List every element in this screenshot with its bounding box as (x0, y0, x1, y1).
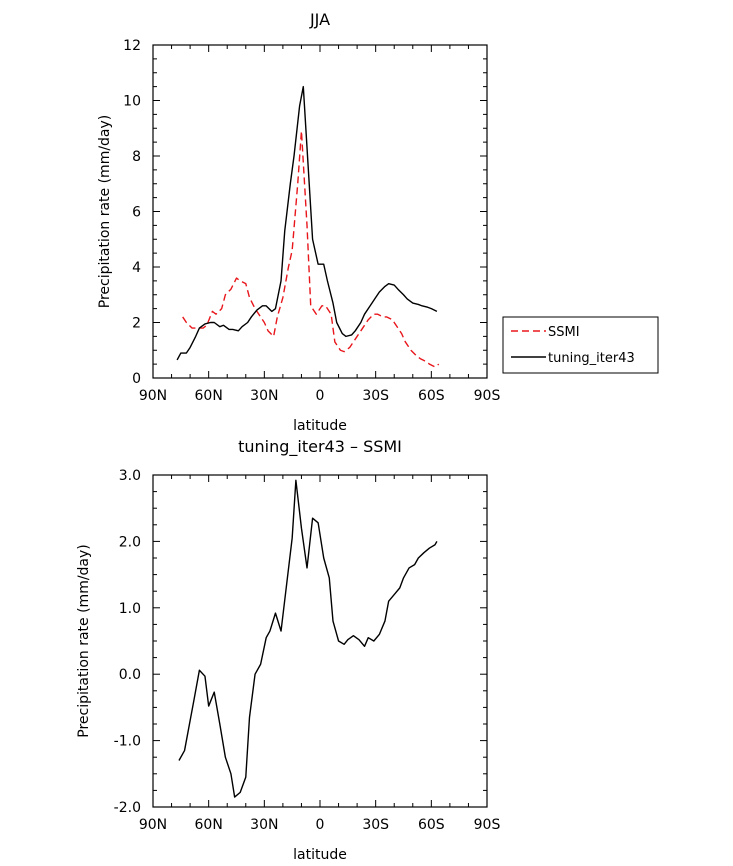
legend-box (502, 316, 659, 374)
bottom-ytick-label: 2.0 (119, 534, 141, 550)
bottom-xtick-label: 0 (316, 817, 325, 833)
bottom-plot-frame (152, 474, 488, 808)
bottom-tick-labels: 90N 60N 30N 0 30S 60S 90S -2.0 -1.0 0.0 1.0 2.0 3.0 (114, 468, 501, 833)
legend: SSMI tuning_iter43 (502, 316, 659, 374)
top-xtick-label: 0 (316, 388, 325, 404)
top-ytick-label: 2 (132, 316, 141, 332)
bottom-xtick-label: 60S (418, 817, 445, 833)
bottom-ytick-label: -1.0 (114, 734, 141, 750)
bottom-xtick-label: 30S (362, 817, 389, 833)
top-series (176, 85, 440, 368)
top-y-axis-title: Precipitation rate (mm/day) (97, 115, 113, 309)
top-ytick-label: 12 (123, 38, 141, 54)
top-xtick-label: 30N (250, 388, 278, 404)
bottom-series-line-0 (178, 479, 438, 798)
top-series-line-tuning-iter43 (176, 85, 438, 361)
top-xtick-label: 60S (418, 388, 445, 404)
bottom-ytick-label: 3.0 (119, 468, 141, 484)
bottom-ytick-label: 1.0 (119, 601, 141, 617)
bottom-chart-title: tuning_iter43 – SSMI (238, 437, 402, 457)
top-ytick-label: 0 (132, 371, 141, 387)
bottom-x-axis-title: latitude (293, 847, 347, 863)
legend-label-tuning: tuning_iter43 (548, 351, 635, 366)
bottom-ytick-label: -2.0 (114, 800, 141, 816)
bottom-series (178, 479, 438, 798)
top-tick-labels: 90N 60N 30N 0 30S 60S 90S 0 2 4 6 8 10 12 (123, 38, 500, 404)
bottom-xtick-label: 90N (139, 817, 167, 833)
top-ytick-label: 8 (132, 149, 141, 165)
top-ytick-label: 10 (123, 94, 141, 110)
top-series-line-ssmi (182, 130, 440, 368)
top-xtick-label: 90S (474, 388, 501, 404)
top-ytick-label: 4 (132, 260, 141, 276)
legend-label-ssmi: SSMI (548, 325, 580, 340)
top-chart-title: JJA (309, 10, 330, 29)
bottom-xtick-label: 30N (250, 817, 278, 833)
top-plot-frame (152, 44, 488, 379)
top-xtick-label: 60N (195, 388, 223, 404)
bottom-panel: tuning_iter43 – SSMI 90N 60N 30N 0 30S 60S 90S… (76, 437, 500, 863)
bottom-y-axis-title: Precipitation rate (mm/day) (76, 544, 92, 738)
top-ytick-label: 6 (132, 205, 141, 221)
bottom-xtick-label: 90S (474, 817, 501, 833)
top-xtick-label: 30S (362, 388, 389, 404)
top-panel: JJA 90N 60N 30N 0 30S 60S 90S 0 2 4 6 8 10 12 latitud… (97, 10, 659, 434)
top-xtick-label: 90N (139, 388, 167, 404)
bottom-xtick-label: 60N (195, 817, 223, 833)
bottom-ticks (152, 474, 488, 808)
bottom-ytick-label: 0.0 (119, 667, 141, 683)
top-x-axis-title: latitude (293, 418, 347, 434)
